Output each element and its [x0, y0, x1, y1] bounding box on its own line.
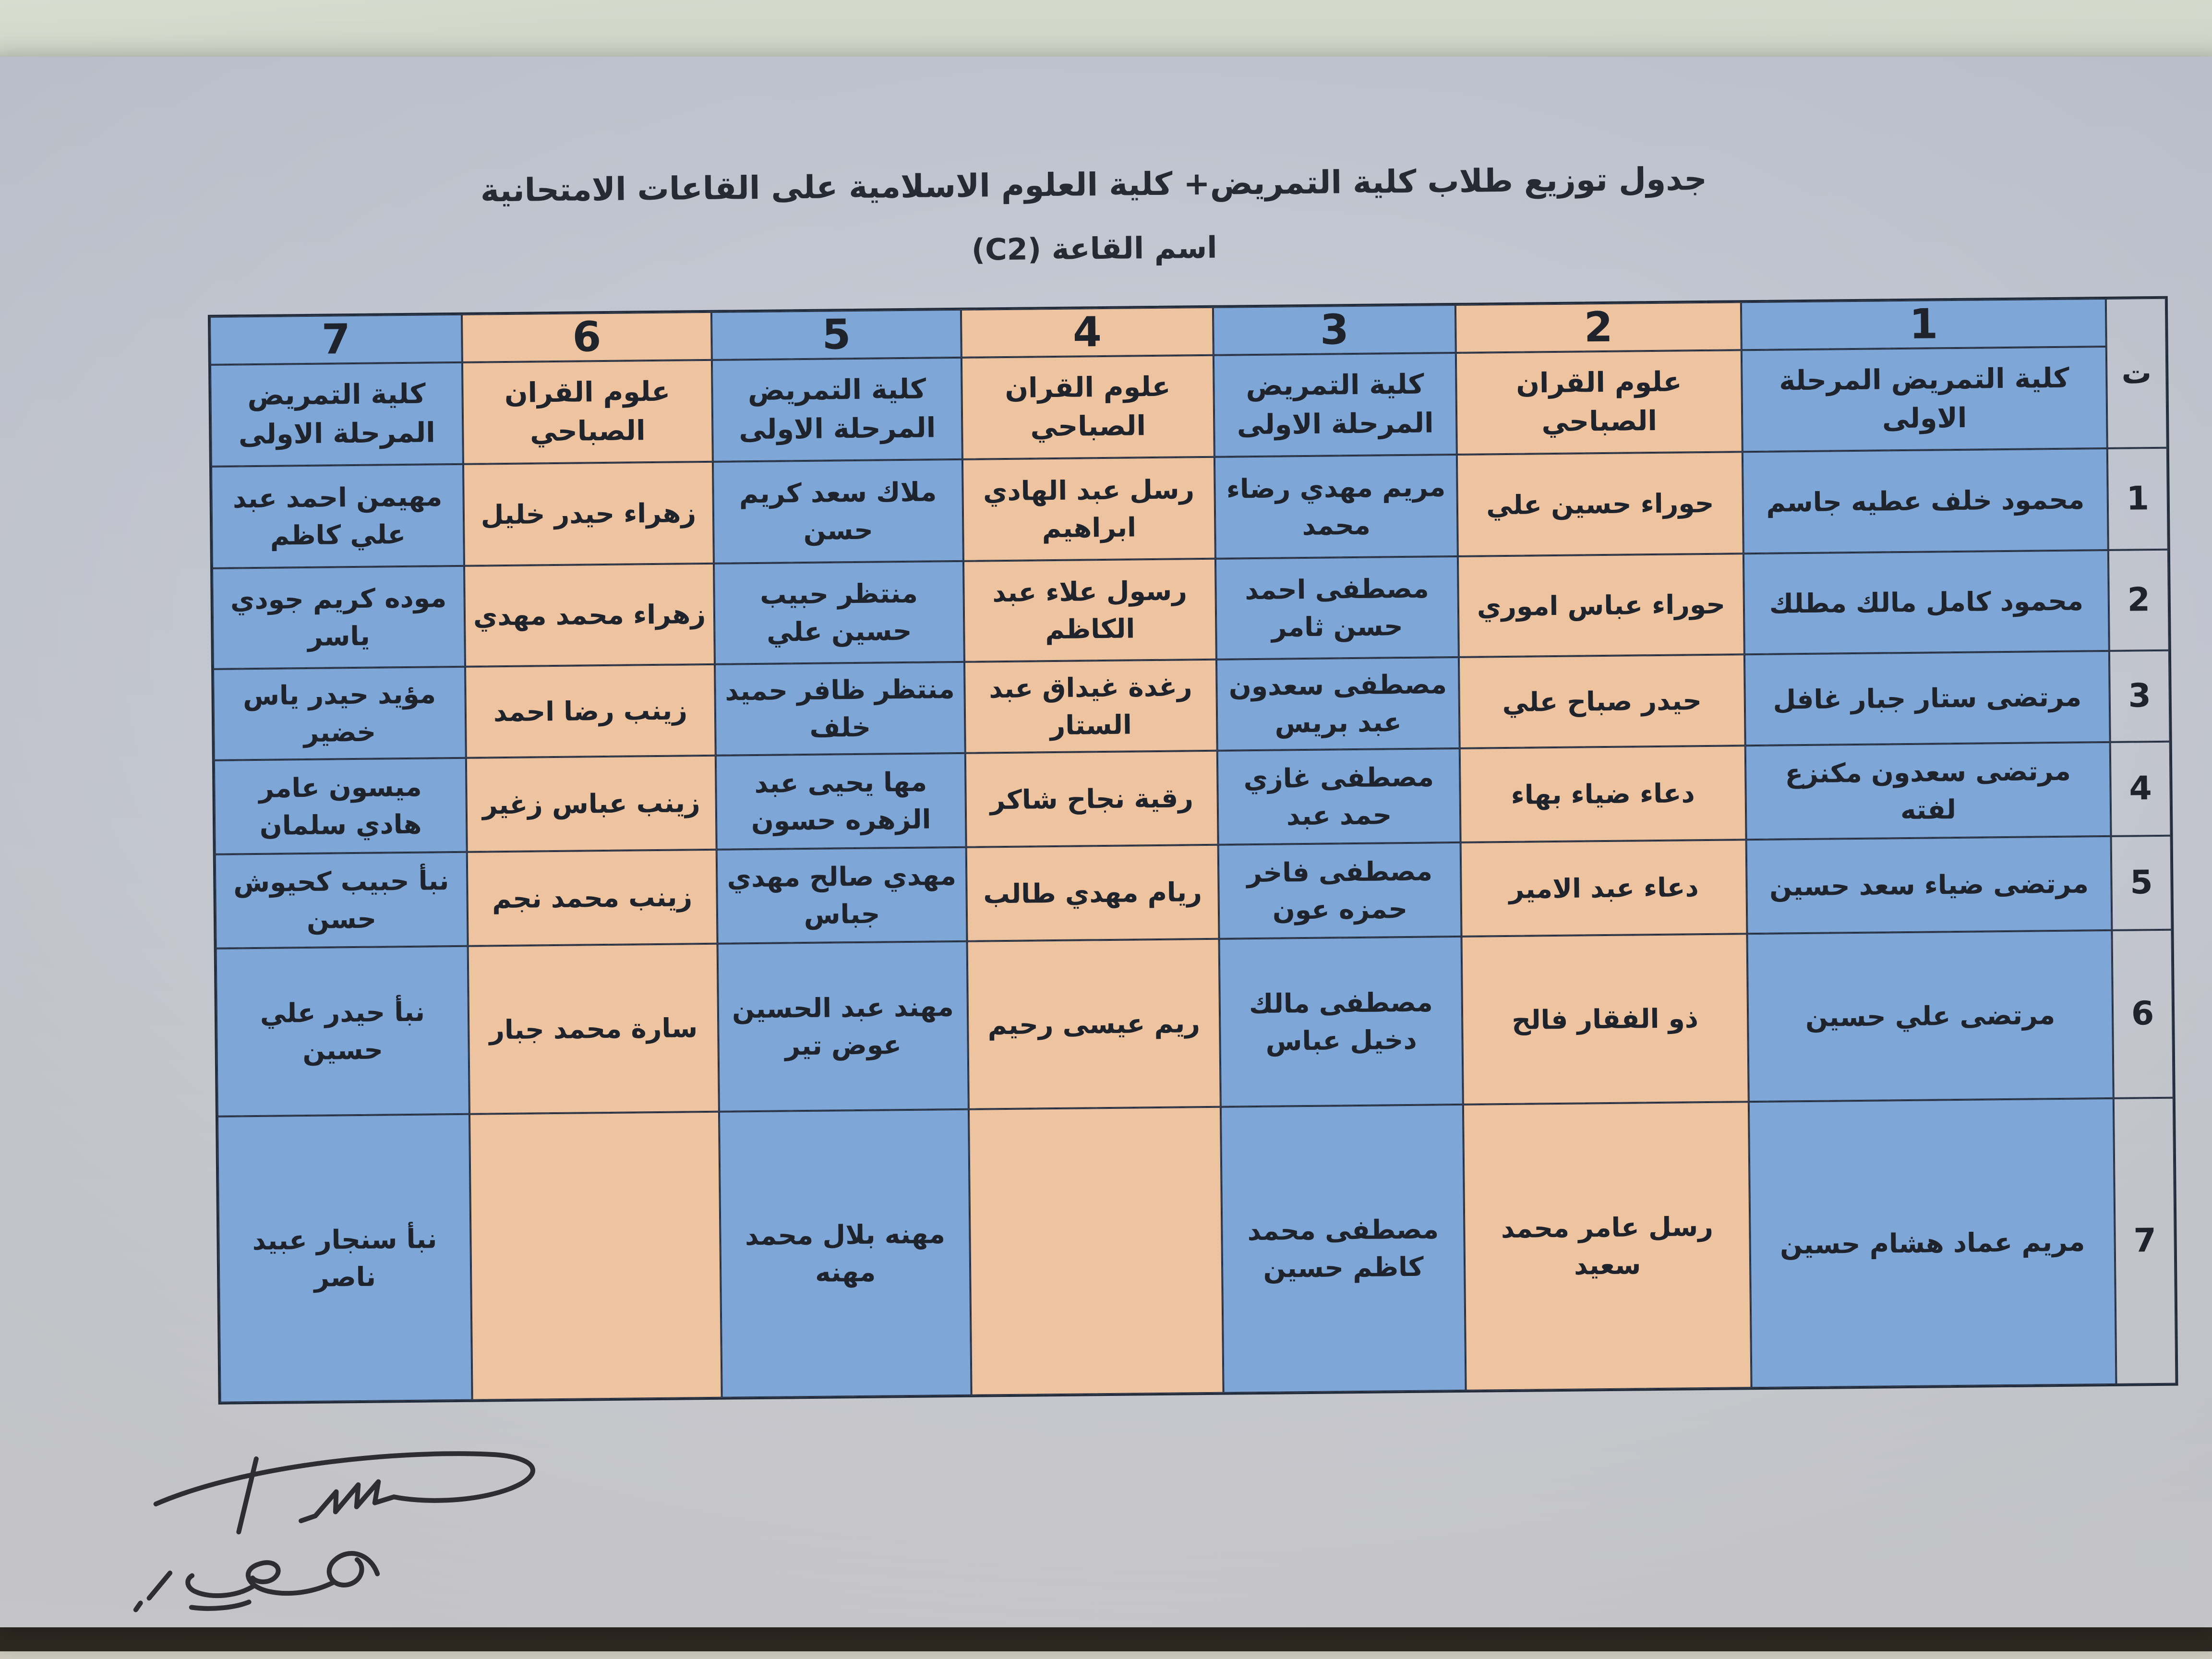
signature: [133, 1451, 535, 1612]
student-name-cell: مريم عماد هشام حسين: [1748, 1098, 2116, 1388]
student-name-cell: مريم مهدي رضاء محمد: [1214, 454, 1458, 559]
row-serial-number: 3: [2109, 650, 2170, 742]
student-name-cell: موده كريم جودي ياسر: [212, 565, 466, 669]
column-number: 2: [1455, 302, 1742, 353]
student-name-cell: [469, 1111, 722, 1400]
student-name-cell: مصطفى احمد حسن ثامر: [1215, 556, 1459, 660]
student-name-cell: ميسون عامر هادي سلمان: [214, 757, 467, 854]
column-number: 5: [711, 309, 962, 360]
row-serial-number: 7: [2113, 1097, 2176, 1384]
student-name-cell: رسول علاء عبد الكاظم: [963, 558, 1216, 662]
student-name-cell: زهراء محمد مهدي: [464, 563, 715, 667]
student-name-cell: مصطفى فاخر حمزه عون: [1218, 842, 1462, 939]
serial-column-header: ت: [2105, 298, 2167, 448]
column-college-header: علوم القران الصباحي: [1455, 350, 1743, 455]
student-name-cell: منتظر حبيب حسين علي: [713, 561, 964, 664]
paper-sheet: جدول توزيع طلاب كلية التمريض+ كلية العلو…: [0, 57, 2212, 1627]
column-number: 3: [1213, 304, 1456, 355]
student-name-cell: [968, 1106, 1224, 1395]
student-name-cell: مها يحيى عبد الزهره حسون: [715, 753, 966, 850]
student-name-cell: مصطفى سعدون عبد بريس: [1216, 657, 1460, 751]
student-name-cell: مرتضى سعدون مكنزع لفته: [1745, 742, 2111, 840]
student-name-cell: دعاء عبد الامير: [1460, 840, 1747, 937]
student-name-cell: مهدي صالح مهدي جباس: [716, 847, 967, 944]
student-name-cell: مرتضى ستار جبار غافل: [1744, 650, 2110, 746]
student-name-cell: سارة محمد جبار: [468, 943, 719, 1114]
students-distribution-table: ت 1 2 3 4 5 6 7 كلية التمريض المرحلة الاولى علوم …: [207, 296, 2178, 1405]
column-college-header: علوم القران الصباحي: [462, 360, 713, 464]
student-name-cell: مهيمن احمد عبد علي كاظم: [211, 464, 464, 568]
document-title: جدول توزيع طلاب كلية التمريض+ كلية العلو…: [480, 160, 1707, 209]
student-name-cell: حيدر صباح علي: [1458, 654, 1745, 748]
column-college-header: كلية التمريض المرحلة الاولى: [210, 362, 463, 467]
student-name-cell: زينب رضا احمد: [465, 664, 716, 758]
student-name-cell: مصطفى مالك دخيل عباس: [1219, 936, 1463, 1107]
row-serial-number: 5: [2111, 835, 2172, 930]
student-name-cell: محمود خلف عطيه جاسم: [1742, 448, 2108, 554]
student-name-cell: مؤيد حيدر ياس خضير: [213, 666, 466, 760]
student-name-cell: دعاء ضياء بهاء: [1459, 745, 1746, 842]
student-name-cell: رسل عامر محمد سعيد: [1463, 1102, 1752, 1391]
desk-edge-light: [0, 1651, 2212, 1659]
student-name-cell: منتظر ظافر حميد خلف: [714, 661, 965, 756]
column-number: 1: [1741, 298, 2106, 350]
student-name-cell: نبأ حبيب كحيوش حسن: [215, 852, 468, 949]
column-number: 6: [461, 312, 712, 362]
student-name-cell: رغدة غيداق عبد الستار: [964, 659, 1217, 753]
row-serial-number: 2: [2108, 549, 2169, 651]
student-name-cell: رقية نجاح شاكر: [965, 750, 1218, 847]
student-name-cell: نبأ سنجار عبيد ناصر: [217, 1114, 472, 1403]
student-name-cell: ملاك سعد كريم حسن: [712, 459, 963, 564]
student-name-cell: مرتضى ضياء سعد حسين: [1746, 836, 2112, 934]
student-name-cell: مهنه بلال محمد مهنه: [719, 1109, 972, 1398]
row-serial-number: 6: [2112, 929, 2174, 1098]
column-number: 4: [961, 307, 1214, 358]
student-name-cell: ريم عيسى رحيم: [967, 938, 1221, 1109]
student-name-cell: ذو الفقار فالح: [1461, 934, 1749, 1105]
student-name-cell: زينب عباس زغير: [466, 755, 717, 852]
column-number: 7: [209, 314, 462, 365]
student-name-cell: نبأ حيدر علي حسين: [216, 946, 469, 1117]
student-name-cell: محمود كامل مالك مطلك: [1743, 550, 2109, 655]
student-name-cell: ريام مهدي طالب: [966, 844, 1219, 941]
hall-name-subtitle: اسم القاعة (C2): [971, 229, 1217, 267]
student-name-cell: مصطفى محمد كاظم حسين: [1220, 1104, 1466, 1393]
column-college-header: كلية التمريض المرحلة الاولى: [711, 357, 962, 462]
row-serial-number: 4: [2110, 741, 2171, 836]
student-name-cell: مصطفى غازي حمد عبد: [1217, 748, 1461, 845]
student-name-cell: حوراء عباس اموري: [1457, 553, 1744, 657]
document-title-block: جدول توزيع طلاب كلية التمريض+ كلية العلو…: [397, 159, 1791, 273]
student-name-cell: مهند عبد الحسين عوض تير: [717, 941, 969, 1112]
student-name-cell: زينب محمد نجم: [467, 849, 718, 946]
student-name-cell: حوراء حسين علي: [1456, 452, 1743, 556]
column-college-header: كلية التمريض المرحلة الاولى: [1213, 352, 1457, 457]
paper-content: جدول توزيع طلاب كلية التمريض+ كلية العلو…: [0, 46, 2212, 1638]
student-name-cell: رسل عبد الهادي ابراهيم: [962, 457, 1215, 561]
student-name-cell: زهراء حيدر خليل: [463, 461, 714, 566]
student-name-cell: مرتضى علي حسين: [1747, 930, 2114, 1102]
column-college-header: كلية التمريض المرحلة الاولى: [1741, 346, 2107, 452]
row-serial-number: 1: [2107, 447, 2168, 550]
column-college-header: علوم القران الصباحي: [961, 355, 1214, 459]
